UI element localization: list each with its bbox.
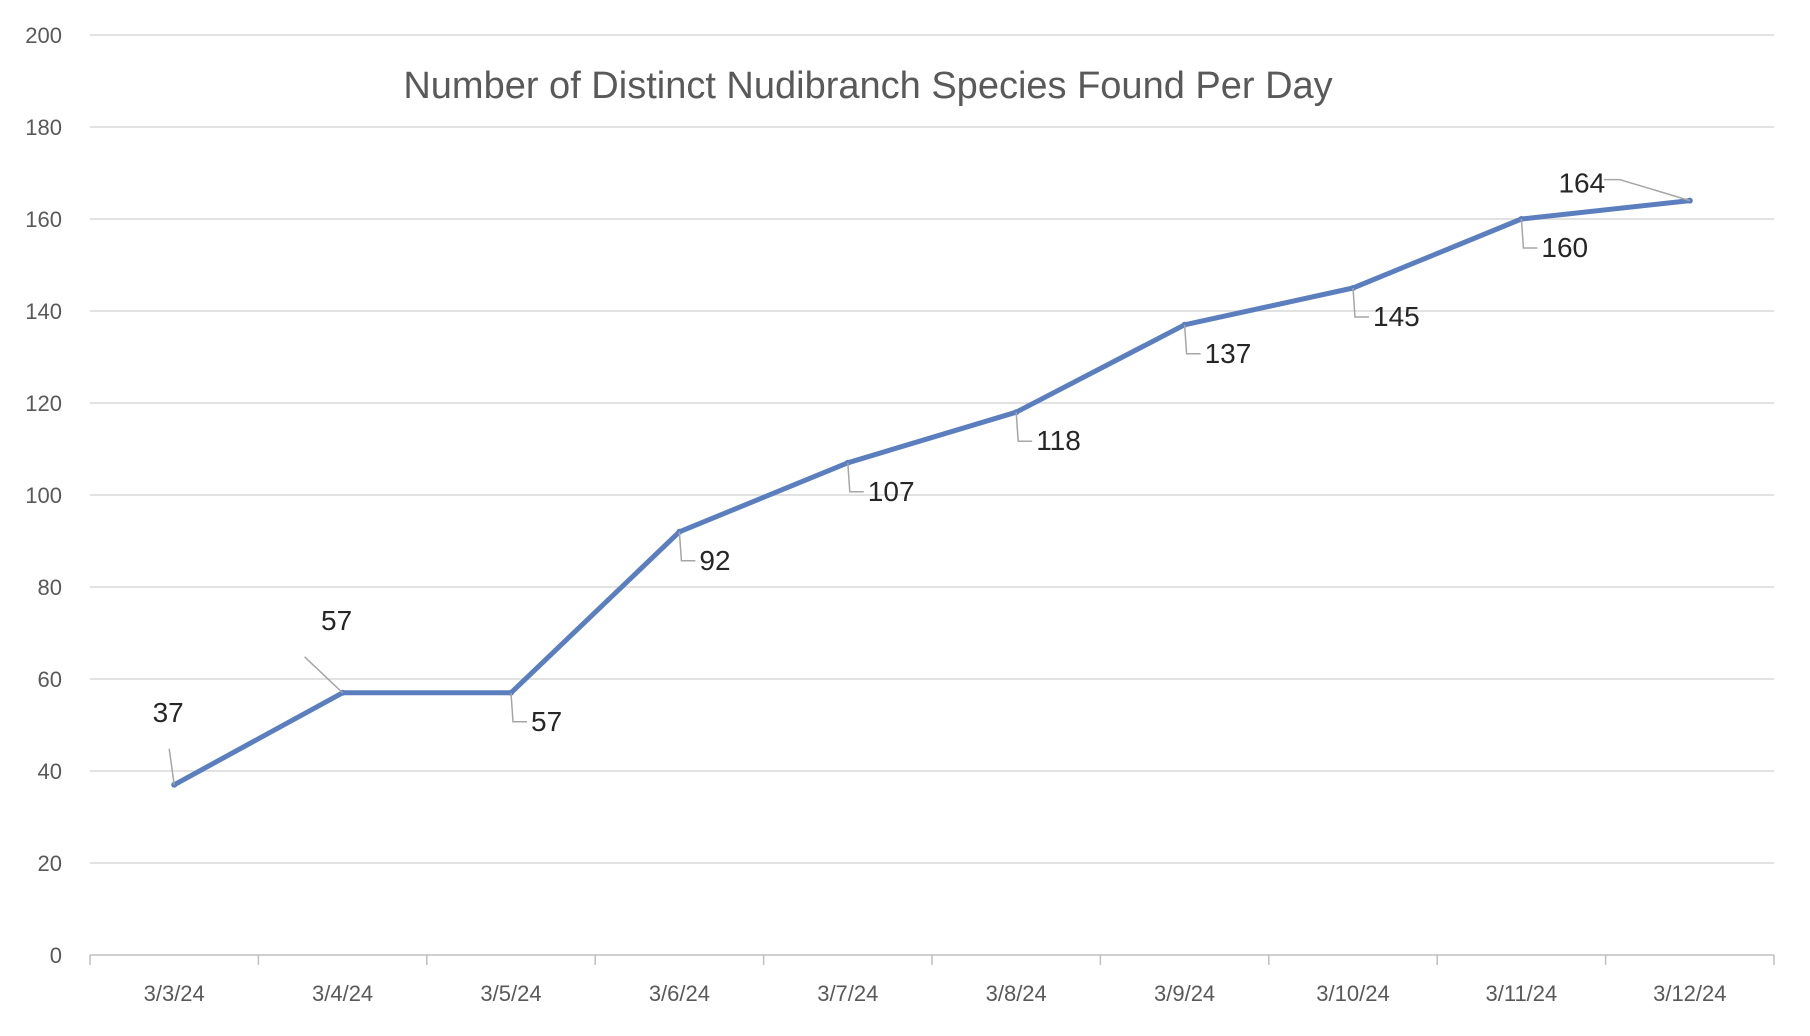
chart-title: Number of Distinct Nudibranch Species Fo… <box>403 65 1332 107</box>
data-label: 164 <box>1558 168 1605 199</box>
data-label-leader <box>1015 412 1033 442</box>
series-layer <box>171 197 1693 788</box>
y-tick-label: 140 <box>25 299 62 324</box>
data-label-leader <box>1352 287 1369 318</box>
data-label-leader <box>304 656 344 694</box>
data-label-leader <box>510 692 527 723</box>
y-tick-label: 160 <box>25 207 62 232</box>
data-label-leader <box>168 748 175 785</box>
y-tick-label: 120 <box>25 391 62 416</box>
y-tick-label: 80 <box>38 575 62 600</box>
x-tick-label: 3/6/24 <box>649 981 710 1006</box>
series-line <box>171 198 1693 788</box>
x-tick-label: 3/12/24 <box>1653 981 1726 1006</box>
data-label: 137 <box>1205 338 1252 369</box>
y-axis-tick-labels: 0 20 40 60 80 100 120 140 160 180 200 <box>25 23 62 968</box>
data-label-leader <box>1603 178 1691 202</box>
y-tick-label: 180 <box>25 115 62 140</box>
data-label: 57 <box>531 706 562 737</box>
gridlines <box>90 34 1774 864</box>
x-tick-label: 3/4/24 <box>312 981 373 1006</box>
y-tick-label: 20 <box>38 851 62 876</box>
x-tick-label: 3/5/24 <box>480 981 541 1006</box>
data-label: 145 <box>1373 301 1420 332</box>
x-tick-label: 3/9/24 <box>1154 981 1215 1006</box>
data-label: 37 <box>153 697 184 728</box>
y-tick-label: 40 <box>38 759 62 784</box>
y-tick-label: 200 <box>25 23 62 48</box>
x-axis-tick-labels: 3/3/24 3/4/24 3/5/24 3/6/24 3/7/24 3/8/24 3/9/… <box>144 981 1727 1006</box>
data-label: 118 <box>1036 425 1081 456</box>
data-label-leader <box>678 531 696 562</box>
data-label: 107 <box>868 476 915 507</box>
x-axis <box>89 954 1775 965</box>
x-tick-label: 3/7/24 <box>817 981 878 1006</box>
x-tick-label: 3/8/24 <box>986 981 1047 1006</box>
data-label: 160 <box>1541 232 1588 263</box>
data-label: 92 <box>699 545 730 576</box>
data-label-leader <box>847 462 864 493</box>
x-tick-label: 3/3/24 <box>144 981 205 1006</box>
data-label: 57 <box>321 605 352 636</box>
y-tick-label: 100 <box>25 483 62 508</box>
y-tick-label: 60 <box>38 667 62 692</box>
x-tick-label: 3/11/24 <box>1486 981 1558 1006</box>
y-tick-label: 0 <box>50 943 62 968</box>
x-tick-label: 3/10/24 <box>1316 981 1389 1006</box>
data-labels: 37 57 57 92 107 118 137 145 160 164 <box>153 168 1691 785</box>
data-label-leader <box>1183 324 1201 355</box>
data-label-leader <box>1520 218 1538 249</box>
